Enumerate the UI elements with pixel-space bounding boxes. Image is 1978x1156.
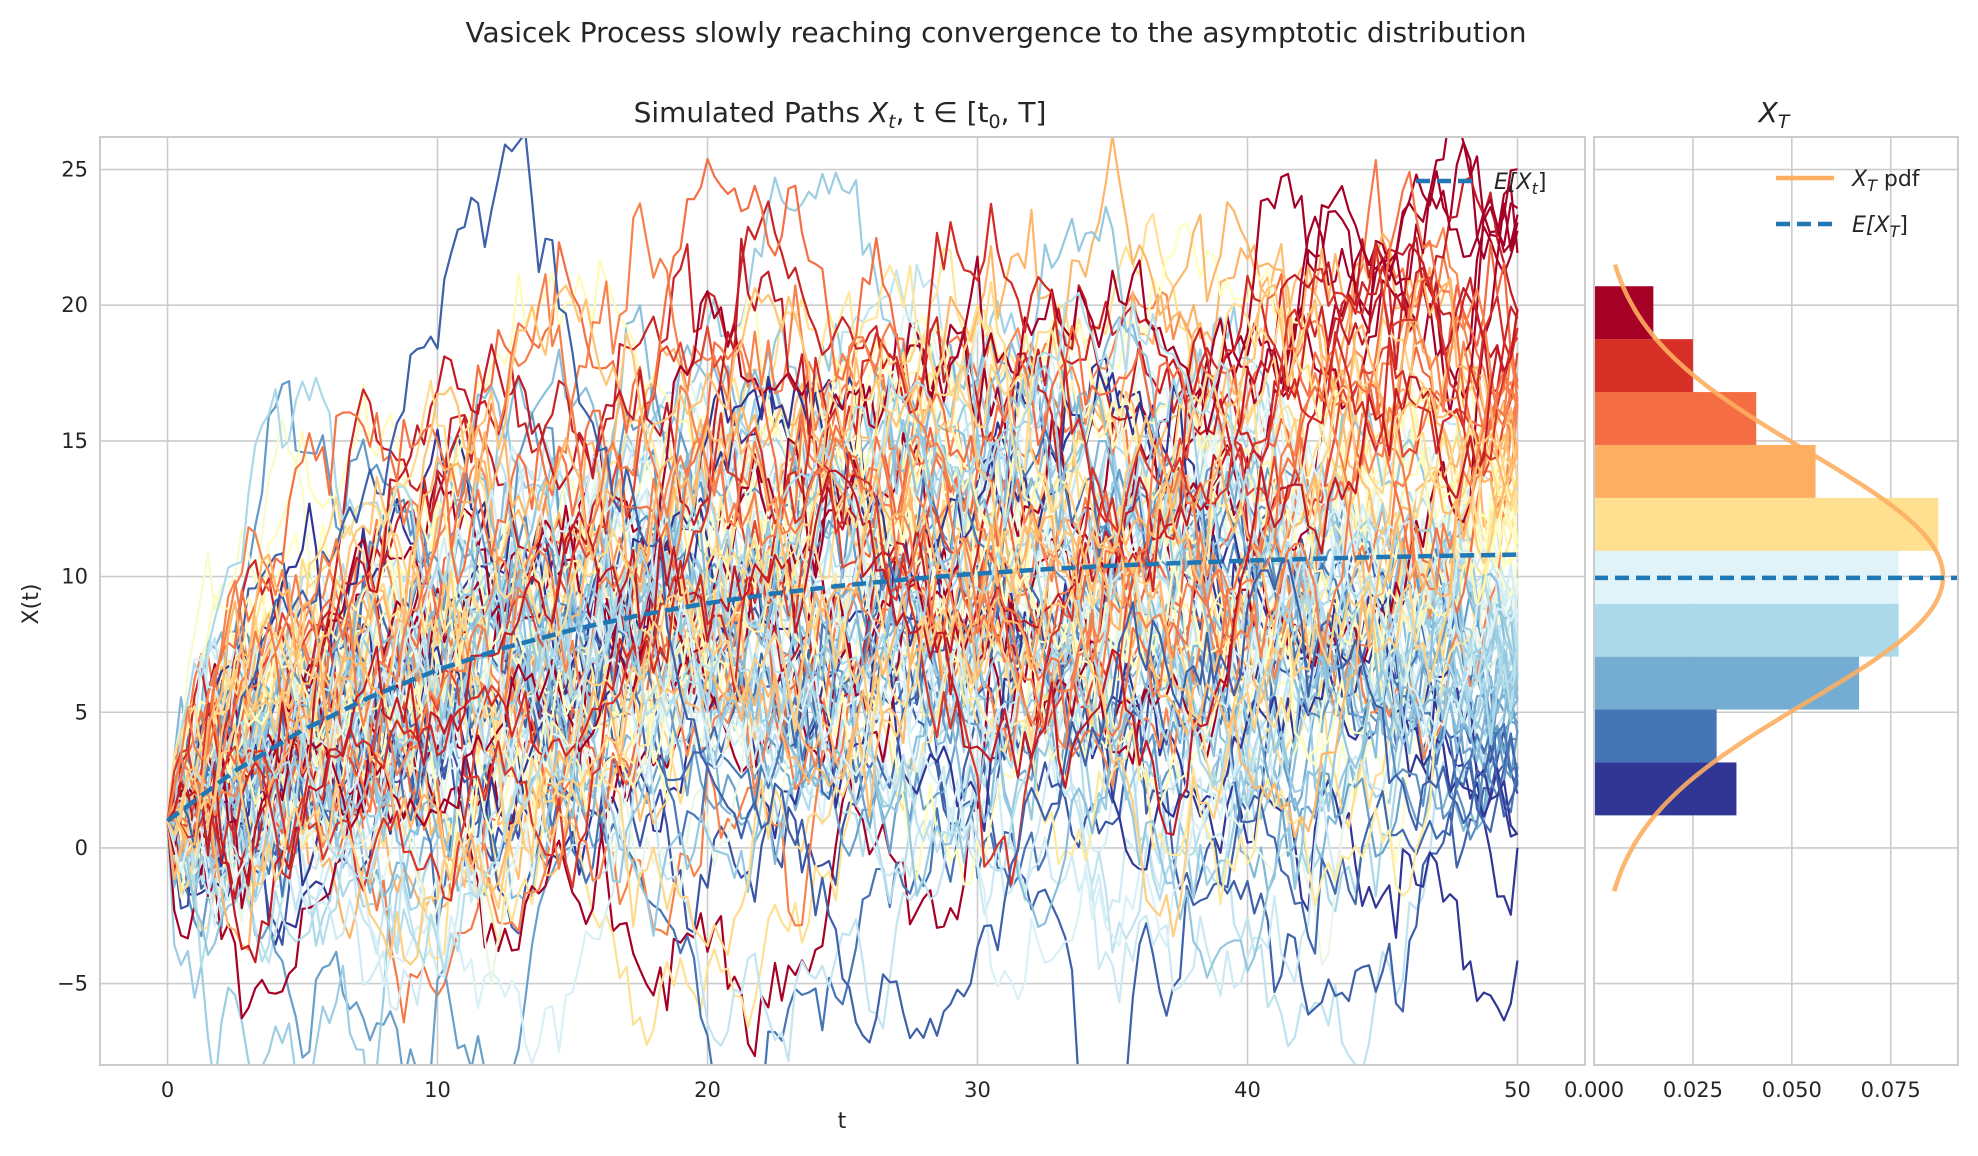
- histogram-bars: [1594, 286, 1939, 816]
- simulated-path: [167, 157, 1519, 822]
- simulated-path: [166, 395, 1519, 1065]
- simulated-path: [166, 245, 1519, 902]
- histogram-bar: [1594, 497, 1939, 551]
- histogram-axes-title: XT: [1757, 96, 1791, 133]
- histogram-legend-pdf-label: XT pdf: [1851, 167, 1921, 195]
- histogram-x-tick-labels: 0.000 0.025 0.050 0.075: [1564, 1078, 1921, 1102]
- histogram-bar: [1594, 709, 1717, 763]
- paths-x-tick-label: 0: [161, 1078, 174, 1102]
- paths-y-tick-label: 20: [61, 293, 88, 317]
- simulated-path: [166, 419, 1519, 979]
- simulated-path: [166, 528, 1519, 985]
- paths-x-tick-label: 10: [424, 1078, 451, 1102]
- simulated-paths: [166, 137, 1519, 1065]
- paths-y-tick-label: 15: [61, 429, 88, 453]
- simulated-path: [166, 137, 1519, 1044]
- histogram-bar: [1594, 286, 1654, 340]
- simulated-path: [166, 309, 1519, 964]
- histogram-x-tick-label: 0.075: [1861, 1078, 1921, 1102]
- histogram-bar: [1594, 339, 1693, 393]
- simulated-path: [166, 236, 1519, 900]
- simulated-path: [166, 442, 1519, 1001]
- histogram-bar: [1594, 444, 1816, 498]
- paths-x-tick-label: 50: [1504, 1078, 1531, 1102]
- figure-suptitle: Vasicek Process slowly reaching converge…: [466, 16, 1527, 49]
- simulated-path: [166, 476, 1519, 966]
- paths-axes: Simulated Paths Xt, t ∈ [t0, T] 0 10 20 30 4…: [19, 96, 1586, 1134]
- paths-y-tick-label: 0: [75, 836, 88, 860]
- simulated-path: [166, 277, 1519, 951]
- paths-y-tick-label: −5: [57, 972, 88, 996]
- histogram-axes: XT 0.000 0.025 0.050 0.075 XT pdf E[XT]: [1564, 96, 1959, 1102]
- paths-x-tick-label: 40: [1234, 1078, 1261, 1102]
- histogram-bar: [1594, 762, 1737, 816]
- paths-y-tick-labels: −5 0 5 10 15 20 25: [57, 158, 88, 996]
- histogram-legend: XT pdf E[XT]: [1776, 167, 1921, 241]
- simulated-path: [166, 202, 1519, 838]
- simulated-path: [166, 159, 1519, 1024]
- simulated-path: [166, 273, 1519, 822]
- paths-grid: [100, 137, 1585, 1065]
- paths-legend-mean-label: E[Xt]: [1494, 170, 1546, 198]
- simulated-path: [166, 200, 1519, 822]
- paths-x-tick-label: 30: [964, 1078, 991, 1102]
- paths-y-axis-label: X(t): [19, 584, 44, 625]
- paths-y-tick-label: 5: [75, 700, 88, 724]
- paths-x-tick-labels: 0 10 20 30 40 50: [161, 1078, 1531, 1102]
- paths-x-tick-label: 20: [694, 1078, 721, 1102]
- simulated-path: [166, 395, 1519, 826]
- simulated-path: [167, 411, 1519, 846]
- histogram-axes-frame: [1593, 136, 1959, 1066]
- paths-legend: E[Xt]: [1416, 170, 1546, 198]
- paths-y-tick-label: 25: [61, 158, 88, 182]
- paths-axes-frame: [99, 136, 1586, 1066]
- histogram-x-tick-label: 0.050: [1762, 1078, 1822, 1102]
- paths-plot-area: [166, 137, 1519, 1065]
- histogram-x-tick-label: 0.000: [1564, 1078, 1624, 1102]
- histogram-bar: [1594, 392, 1757, 445]
- paths-axes-title: Simulated Paths Xt, t ∈ [t0, T]: [634, 96, 1047, 133]
- histogram-x-tick-label: 0.025: [1663, 1078, 1723, 1102]
- simulated-path: [166, 356, 1518, 841]
- histogram-legend-mean-label: E[XT]: [1852, 213, 1908, 241]
- mean-line-e-xt: [166, 552, 1518, 823]
- paths-y-tick-label: 10: [61, 565, 88, 589]
- simulated-path: [166, 283, 1518, 836]
- histogram-bar: [1594, 656, 1860, 710]
- simulated-path: [167, 365, 1519, 827]
- histogram-bar: [1594, 603, 1899, 657]
- paths-x-axis-label: t: [838, 1109, 847, 1134]
